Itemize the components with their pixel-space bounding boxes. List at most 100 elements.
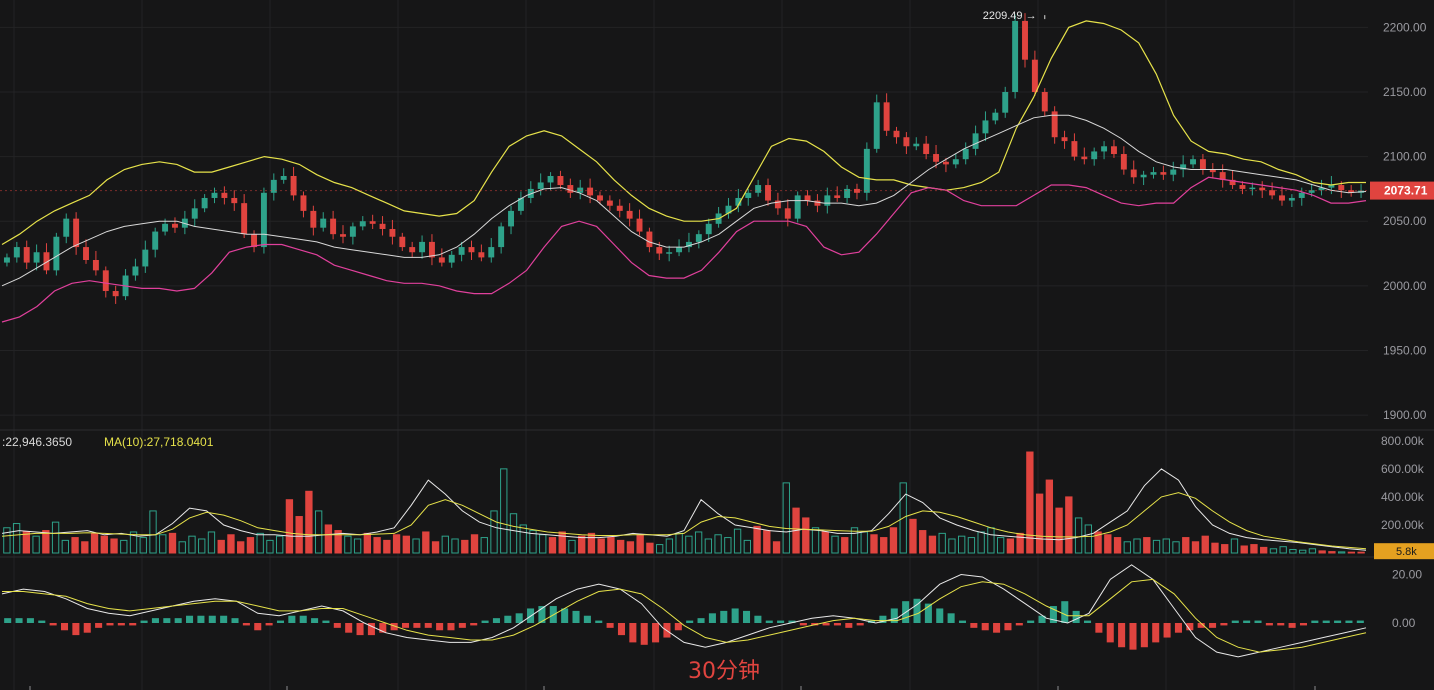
candle-body: [379, 223, 386, 229]
volume-bar: [81, 541, 89, 554]
candle-body: [399, 236, 406, 248]
macd-histogram-bar: [151, 618, 159, 623]
macd-histogram-bar: [1072, 610, 1080, 623]
macd-histogram-bar: [1345, 620, 1353, 623]
macd-histogram-bar: [436, 623, 444, 631]
macd-histogram-bar: [288, 615, 296, 623]
volume-bar: [1269, 548, 1278, 554]
volume-bar: [1035, 493, 1044, 554]
candle-body: [172, 223, 178, 228]
macd-histogram-bar: [890, 608, 898, 623]
candle-body: [310, 210, 317, 228]
macd-histogram-bar: [390, 623, 398, 631]
candle-body: [913, 143, 920, 147]
candle-body: [43, 252, 50, 271]
candle-body: [1209, 169, 1216, 173]
macd-histogram-bar: [1106, 623, 1114, 643]
macd-histogram-bar: [1004, 623, 1012, 631]
macd-histogram-bar: [777, 620, 785, 623]
macd-histogram-bar: [970, 623, 978, 628]
macd-histogram-bar: [754, 615, 762, 623]
volume-bar: [1182, 537, 1190, 554]
candle-body: [419, 241, 426, 253]
candle-body: [369, 221, 376, 224]
volume-bar: [850, 527, 859, 554]
volume-bar: [607, 537, 615, 554]
volume-bar: [276, 535, 284, 554]
candle-body: [1308, 190, 1315, 193]
macd-histogram-bar: [1311, 620, 1319, 623]
volume-bar: [441, 535, 449, 554]
price-tick-label: 2000.00: [1383, 279, 1427, 293]
volume-bar: [392, 534, 401, 554]
volume-bar: [373, 537, 381, 554]
candle-body: [290, 176, 297, 196]
volume-bar: [500, 468, 508, 554]
macd-histogram-bar: [993, 623, 1001, 633]
candle-body: [221, 192, 228, 198]
volume-bar: [256, 532, 264, 554]
volume-legend-value: :22,946.3650: [2, 435, 72, 449]
macd-histogram-bar: [1129, 623, 1137, 650]
volume-bar: [188, 535, 196, 554]
macd-histogram-bar: [117, 623, 125, 626]
macd-histogram-bar: [140, 620, 148, 623]
volume-bar: [431, 541, 440, 554]
candle-body: [1101, 146, 1108, 152]
volume-bar: [412, 538, 420, 554]
candle-body: [942, 161, 949, 165]
macd-histogram-bar: [174, 618, 182, 623]
volume-bar: [626, 541, 635, 554]
volume-bar: [1074, 517, 1083, 554]
macd-histogram-bar: [1356, 620, 1364, 623]
macd-histogram-bar: [1140, 623, 1148, 648]
macd-histogram-bar: [720, 610, 728, 623]
candle-body: [933, 154, 940, 162]
macd-histogram-bar: [936, 608, 944, 623]
macd-histogram-bar: [333, 623, 341, 628]
candle-body: [73, 218, 80, 248]
volume-bar: [217, 539, 225, 554]
candle-body: [1318, 187, 1325, 191]
macd-histogram-bar: [254, 623, 262, 631]
volume-bar: [724, 537, 732, 554]
volume-bar: [782, 482, 790, 554]
volume-bar: [490, 510, 498, 554]
macd-histogram-bar: [1254, 620, 1262, 623]
candle-body: [1110, 146, 1117, 155]
macd-histogram-bar: [572, 610, 580, 623]
candle-body: [1239, 185, 1246, 189]
candle-body: [725, 205, 732, 214]
macd-histogram-bar: [322, 620, 330, 623]
macd-histogram-bar: [708, 613, 716, 623]
macd-histogram-bar: [1049, 606, 1057, 623]
macd-histogram-bar: [208, 615, 216, 623]
macd-histogram-bar: [1061, 601, 1069, 623]
candle-body: [1298, 192, 1305, 198]
candle-body: [498, 226, 505, 248]
price-tick-label: 2200.00: [1383, 20, 1427, 34]
candle-body: [587, 187, 594, 196]
candle-body: [340, 234, 346, 237]
volume-bar: [704, 538, 713, 554]
volume-bar: [1191, 541, 1200, 554]
candle-body: [804, 195, 811, 201]
candle-body: [428, 241, 435, 258]
price-panel[interactable]: 2209.49 →: [0, 10, 1368, 323]
candle-body: [1031, 59, 1038, 92]
macd-histogram-bar: [913, 598, 921, 623]
candle-body: [53, 236, 60, 271]
volume-bar: [733, 528, 742, 554]
volume-bar: [685, 535, 693, 554]
volume-bar: [461, 539, 469, 554]
volume-panel[interactable]: [1, 451, 1367, 554]
macd-histogram-bar: [242, 623, 250, 626]
macd-histogram-bar: [60, 623, 69, 631]
price-tick-label: 2100.00: [1383, 150, 1427, 164]
volume-bar: [1162, 538, 1170, 554]
macd-panel[interactable]: [1, 564, 1367, 658]
candle-body: [92, 260, 99, 271]
candle-body: [893, 130, 900, 138]
